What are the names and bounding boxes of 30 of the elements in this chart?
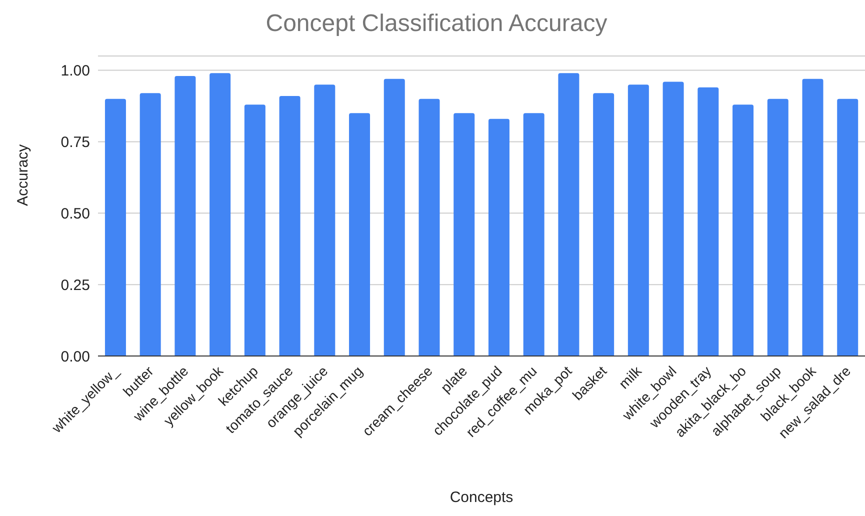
x-axis-title: Concepts: [450, 489, 514, 506]
y-tick-label: 0.25: [60, 276, 90, 294]
bar: [488, 118, 510, 356]
bar: [418, 98, 440, 356]
bar: [210, 73, 231, 356]
y-tick-label: 1.00: [60, 62, 90, 80]
bar: [767, 98, 788, 356]
bar: [698, 87, 719, 356]
y-tick-label: 0.50: [60, 205, 90, 222]
chart-title: Concept Classification Accuracy: [264, 10, 608, 38]
bar: [732, 104, 754, 356]
bar: [558, 73, 580, 356]
y-tick-label: 0.75: [60, 134, 90, 152]
bar: [523, 113, 544, 356]
bar: [384, 78, 405, 356]
bar: [837, 98, 858, 356]
bar: [593, 93, 614, 356]
bar: [104, 98, 126, 356]
bar: [314, 84, 336, 356]
bar: [140, 93, 161, 356]
bar: [454, 113, 475, 356]
bar: [279, 96, 300, 356]
bar: [802, 78, 824, 356]
bar: [628, 84, 649, 356]
y-tick-label: 0.00: [60, 348, 90, 366]
bar: [244, 104, 266, 356]
bar: [174, 76, 196, 356]
bar: [349, 113, 370, 356]
y-axis-title: Accuracy: [14, 144, 32, 206]
bar: [662, 82, 684, 356]
